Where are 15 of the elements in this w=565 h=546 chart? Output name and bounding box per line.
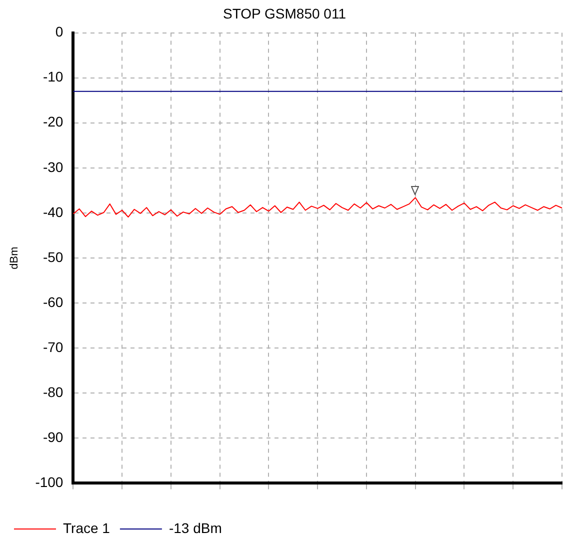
y-tick-label: -70 (42, 338, 64, 355)
y-tick-label: -50 (42, 248, 64, 265)
y-tick-label: -80 (42, 384, 64, 400)
y-axis-title: dBm (8, 246, 21, 270)
y-tick-label: 0 (55, 24, 64, 40)
y-tick-label: -40 (42, 204, 64, 220)
legend-label: -13 dBm (168, 520, 222, 536)
y-tick-label: -20 (42, 114, 64, 130)
y-tick-label: -10 (42, 68, 64, 85)
chart-title: STOP GSM850 011 (223, 5, 346, 22)
y-tick-label: -100 (35, 474, 64, 490)
y-tick-label: -90 (42, 429, 64, 446)
y-tick-label: -60 (42, 294, 64, 310)
legend-label: Trace 1 (63, 520, 110, 536)
y-tick-label: -30 (42, 158, 64, 175)
